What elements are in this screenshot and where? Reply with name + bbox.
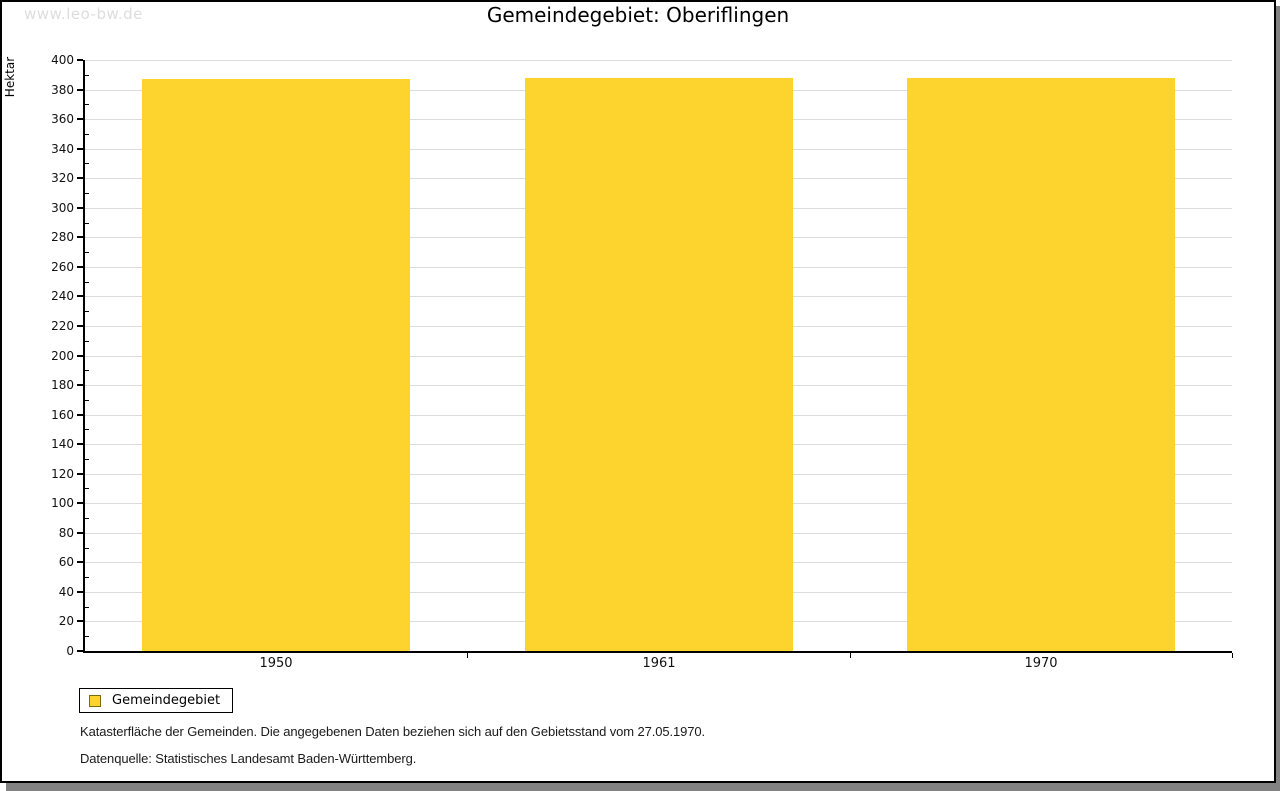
y-axis-major-tick (77, 89, 83, 91)
y-axis-major-tick (77, 532, 83, 534)
y-axis-minor-tick (85, 488, 89, 489)
y-axis-major-tick (77, 59, 83, 61)
legend-label: Gemeindegebiet (112, 693, 221, 708)
y-axis-major-tick (77, 650, 83, 652)
legend-swatch (89, 694, 101, 707)
y-axis-minor-tick (85, 341, 89, 342)
y-axis-major-tick (77, 620, 83, 622)
x-axis-tick (1232, 653, 1233, 658)
y-axis-tick-label: 260 (51, 260, 74, 274)
y-axis-tick-label: 320 (51, 171, 74, 185)
y-axis-minor-tick (85, 223, 89, 224)
y-axis-major-tick (77, 207, 83, 209)
footnote-line2: Datenquelle: Statistisches Landesamt Bad… (80, 751, 417, 766)
y-axis-major-tick (77, 502, 83, 504)
y-axis-tick-label: 100 (51, 496, 74, 510)
y-axis-major-tick (77, 295, 83, 297)
x-axis-category-label: 1961 (642, 656, 676, 671)
y-axis-minor-tick (85, 577, 89, 578)
y-axis-tick-label: 380 (51, 83, 74, 97)
y-axis-major-tick (77, 473, 83, 475)
y-axis-minor-tick (85, 104, 89, 105)
y-axis-tick-label: 20 (58, 614, 74, 628)
y-axis-minor-tick (85, 459, 89, 460)
y-axis-major-tick (77, 414, 83, 416)
y-axis-minor-tick (85, 75, 89, 76)
watermark: www.leo-bw.de (24, 5, 143, 23)
y-axis-line (83, 60, 85, 653)
x-axis-category-label: 1950 (259, 656, 293, 671)
y-axis-major-tick (77, 148, 83, 150)
y-axis-tick-label: 60 (58, 555, 74, 569)
y-axis-minor-tick (85, 548, 89, 549)
y-axis-minor-tick (85, 134, 89, 135)
y-axis-major-tick (77, 325, 83, 327)
gridline (85, 60, 1232, 61)
y-axis-tick-label: 220 (51, 319, 74, 333)
y-axis-minor-tick (85, 429, 89, 430)
y-axis-major-tick (77, 355, 83, 357)
y-axis-major-tick (77, 384, 83, 386)
y-axis-minor-tick (85, 163, 89, 164)
x-axis-line (83, 651, 1232, 653)
y-axis-minor-tick (85, 252, 89, 253)
y-axis-minor-tick (85, 311, 89, 312)
y-axis-tick-label: 300 (51, 201, 74, 215)
chart-title: Gemeindegebiet: Oberiflingen (486, 3, 790, 27)
y-axis-major-tick (77, 236, 83, 238)
x-axis-tick (850, 653, 851, 658)
y-axis-tick-label: 0 (66, 644, 74, 658)
y-axis-minor-tick (85, 518, 89, 519)
y-axis-tick-label: 200 (51, 349, 74, 363)
x-axis-tick (467, 653, 468, 658)
y-axis-major-tick (77, 443, 83, 445)
y-axis-minor-tick (85, 400, 89, 401)
y-axis-minor-tick (85, 193, 89, 194)
y-axis-tick-label: 120 (51, 467, 74, 481)
bar-1950 (142, 79, 410, 651)
legend: Gemeindegebiet (79, 688, 233, 713)
y-axis-tick-label: 80 (58, 526, 74, 540)
y-axis-tick-label: 400 (51, 53, 74, 67)
y-axis-minor-tick (85, 636, 89, 637)
page-shadow-right (1276, 6, 1280, 791)
page-shadow-bottom (6, 783, 1276, 791)
y-axis-tick-label: 40 (58, 585, 74, 599)
y-axis-minor-tick (85, 607, 89, 608)
y-axis-tick-label: 340 (51, 142, 74, 156)
y-axis-major-tick (77, 561, 83, 563)
y-axis-major-tick (77, 177, 83, 179)
y-axis-major-tick (77, 118, 83, 120)
y-axis-tick-label: 360 (51, 112, 74, 126)
y-axis-tick-label: 160 (51, 408, 74, 422)
x-axis-category-label: 1970 (1024, 656, 1058, 671)
y-axis-tick-label: 280 (51, 230, 74, 244)
y-axis-tick-label: 240 (51, 289, 74, 303)
bar-1961 (525, 78, 793, 651)
y-axis-major-tick (77, 266, 83, 268)
y-axis-major-tick (77, 591, 83, 593)
bar-1970 (907, 78, 1175, 651)
y-axis-tick-label: 140 (51, 437, 74, 451)
y-axis-tick-label: 180 (51, 378, 74, 392)
y-axis-minor-tick (85, 282, 89, 283)
y-axis-minor-tick (85, 370, 89, 371)
footnote-line1: Katasterfläche der Gemeinden. Die angege… (80, 724, 706, 739)
